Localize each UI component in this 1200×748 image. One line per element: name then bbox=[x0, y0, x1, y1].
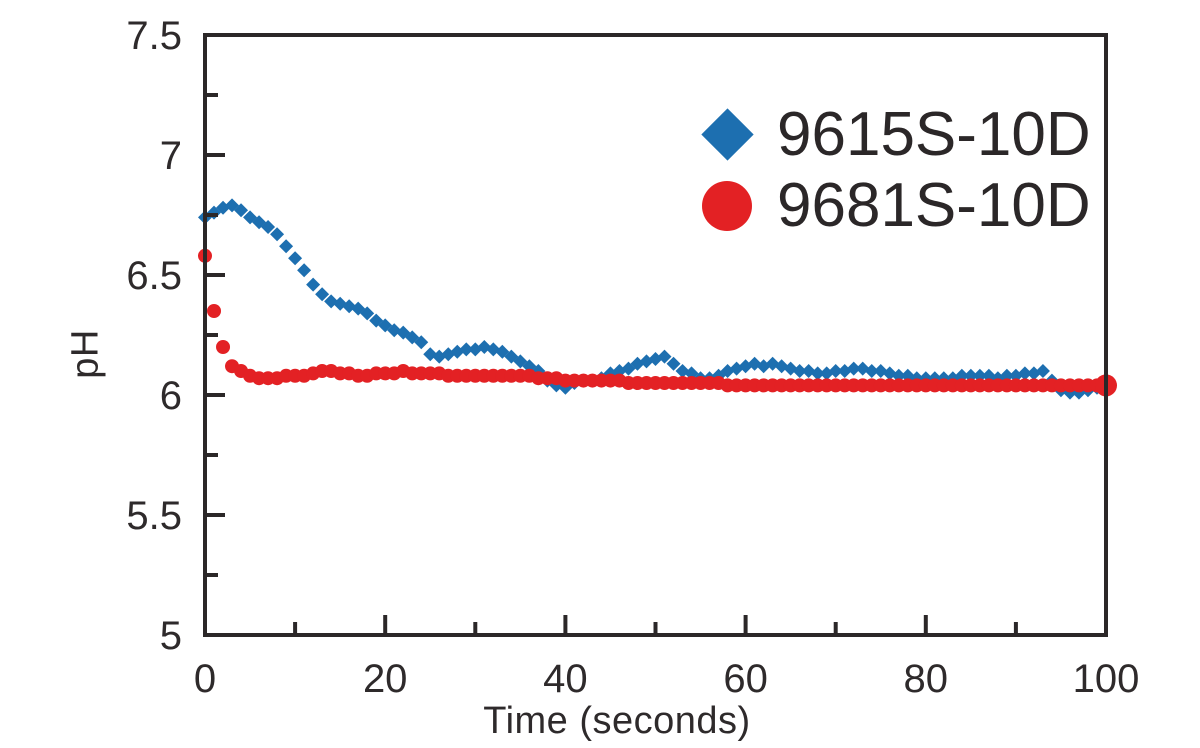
x-tick-label: 100 bbox=[1073, 657, 1140, 701]
y-tick-label: 6.5 bbox=[126, 254, 182, 298]
x-tick-label: 40 bbox=[543, 657, 588, 701]
x-tick-label: 20 bbox=[363, 657, 408, 701]
y-tick-label: 6 bbox=[160, 374, 182, 418]
x-tick-label: 80 bbox=[904, 657, 949, 701]
y-axis-title: pH bbox=[64, 329, 107, 379]
legend: 9615S-10D 9681S-10D bbox=[699, 100, 1091, 240]
y-tick-label: 7.5 bbox=[126, 14, 182, 58]
y-tick-label: 5 bbox=[160, 614, 182, 658]
circle-marker-icon bbox=[699, 178, 755, 233]
y-tick-label: 5.5 bbox=[126, 494, 182, 538]
x-tick-label: 60 bbox=[723, 657, 768, 701]
diamond-marker-icon bbox=[699, 107, 755, 162]
y-tick-label: 7 bbox=[160, 134, 182, 178]
legend-label-red-series: 9681S-10D bbox=[777, 171, 1091, 240]
legend-item-red-series: 9681S-10D bbox=[699, 171, 1091, 240]
tick-labels: 0 20 40 60 80 100 5 5.5 6 6.5 7 7.5 bbox=[126, 14, 1139, 701]
series-9615S-10D bbox=[198, 198, 1104, 400]
x-axis-title: Time (seconds) bbox=[483, 700, 751, 742]
legend-label-blue-series: 9615S-10D bbox=[777, 100, 1091, 169]
series-9681S-10D bbox=[198, 248, 1117, 397]
x-tick-label: 0 bbox=[194, 657, 216, 701]
plot-border bbox=[203, 33, 1108, 637]
legend-item-blue-series: 9615S-10D bbox=[699, 100, 1091, 169]
